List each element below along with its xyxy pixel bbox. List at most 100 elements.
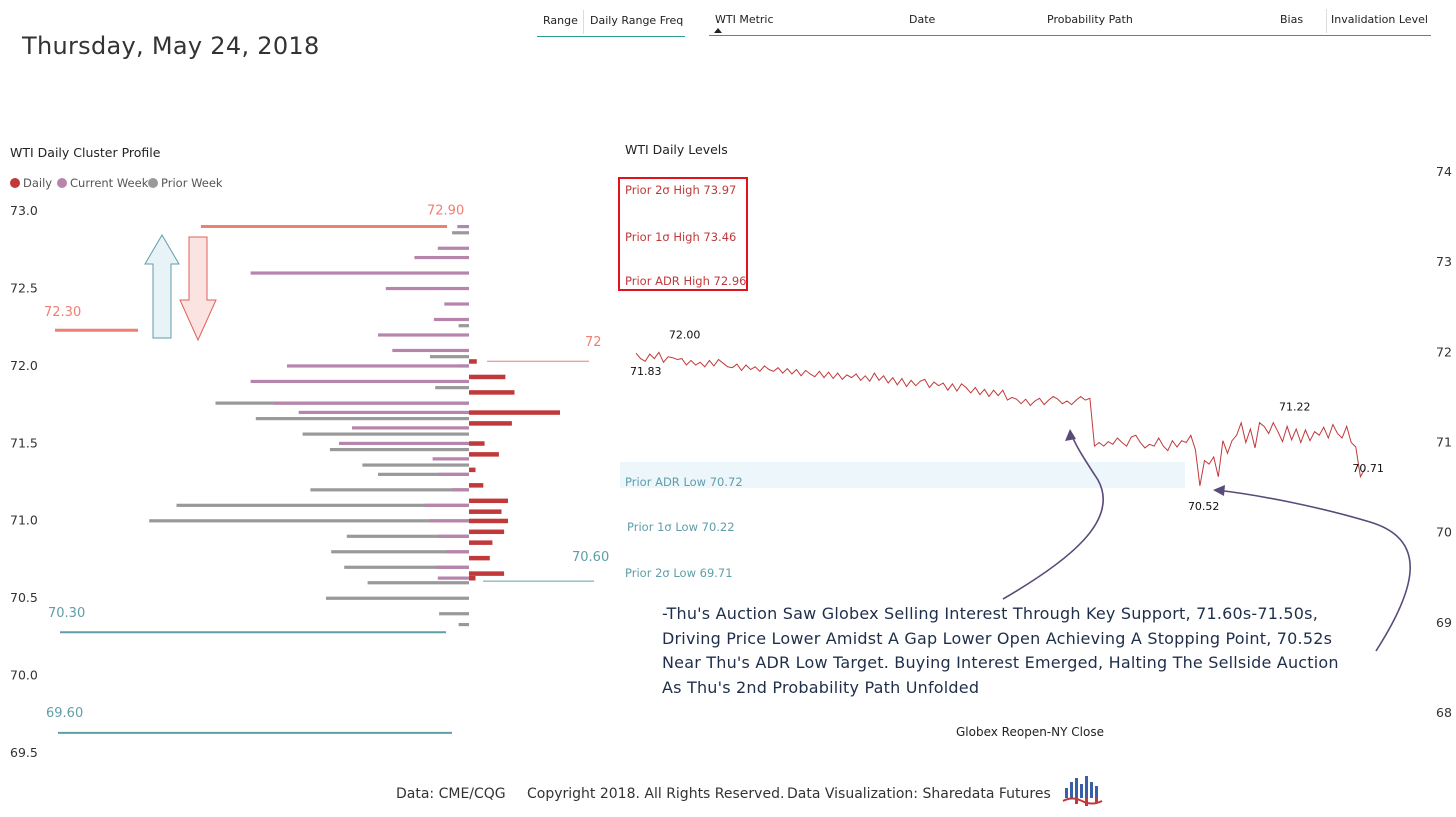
current-week-profile-bar: [414, 255, 469, 260]
reference-level-label: 70.30: [48, 606, 85, 621]
header-metric-underline: [709, 35, 1431, 36]
annotation-line: Driving Price Lower Amidst A Gap Lower O…: [662, 628, 1333, 648]
prior-week-profile-bar: [329, 447, 469, 452]
prior-week-profile-bar: [458, 622, 469, 627]
level-label-prior-1sigma-low: Prior 1σ Low 70.22: [627, 520, 735, 534]
current-week-profile-bar: [432, 457, 469, 461]
daily-profile-bar: [469, 518, 508, 524]
prior-week-profile-bar: [430, 355, 469, 359]
current-week-profile-bar: [452, 488, 469, 492]
level-label-prior-1sigma-high: Prior 1σ High 73.46: [625, 230, 737, 244]
header-daily-range-freq[interactable]: Daily Range Freq: [590, 14, 684, 27]
legend-item-current-week[interactable]: Current Week: [57, 176, 148, 190]
current-week-profile-bar: [392, 348, 469, 353]
daily-levels-title: WTI Daily Levels: [625, 142, 728, 157]
header-range[interactable]: Range: [543, 14, 578, 27]
current-week-profile-bar: [274, 401, 469, 405]
y-tick-label: 73: [1436, 254, 1452, 269]
reference-level-label: 72.30: [44, 305, 81, 320]
y-tick-label: 69.5: [10, 745, 38, 760]
current-week-profile-bar: [437, 576, 469, 580]
prior-week-profile-bar: [452, 231, 469, 235]
annotation-arrow-left: [1002, 430, 1104, 600]
page-title: Thursday, May 24, 2018: [22, 32, 320, 60]
current-week-profile-bar: [385, 286, 469, 291]
annotation-text: -Thu's Auction Saw Globex Selling Intere…: [662, 602, 1382, 700]
y-tick-label: 71.0: [10, 513, 38, 528]
daily-profile-bar: [469, 498, 508, 504]
level-label-prior-adr-high: Prior ADR High 72.96: [625, 274, 747, 288]
prior-week-profile-bar: [326, 596, 469, 600]
cluster-profile-title: WTI Daily Cluster Profile: [10, 145, 161, 160]
y-tick-label: 74: [1436, 164, 1452, 179]
header-wti-metric[interactable]: WTI Metric: [715, 13, 774, 26]
prior-week-profile-bar: [255, 417, 469, 421]
y-tick-label: 70: [1436, 525, 1452, 540]
header-date[interactable]: Date: [909, 13, 936, 26]
level-label-prior-adr-low: Prior ADR Low 70.72: [625, 475, 743, 489]
current-week-profile-bar: [339, 441, 469, 445]
legend-dot-current-week: [57, 178, 67, 188]
current-week-profile-bar: [444, 302, 469, 306]
daily-profile-bar: [469, 452, 499, 457]
header-invalidation-level[interactable]: Invalidation Level: [1331, 13, 1428, 26]
current-week-profile-bar: [446, 550, 469, 554]
legend-item-prior-week[interactable]: Prior Week: [148, 176, 223, 190]
header-separator: [1326, 9, 1327, 33]
current-week-profile-bar: [433, 317, 469, 322]
price-label: 71.22: [1279, 400, 1311, 413]
reference-level-label: 69.60: [46, 706, 83, 721]
y-tick-label: 72.0: [10, 358, 38, 373]
current-week-profile-bar: [437, 534, 469, 538]
adr-low-band: [620, 462, 1185, 488]
current-week-profile-bar: [378, 333, 469, 337]
prior-week-profile-bar: [458, 324, 469, 328]
level-label-prior-2sigma-high: Prior 2σ High 73.97: [625, 183, 737, 197]
price-label: 71.83: [630, 365, 662, 378]
y-tick-label: 69: [1436, 615, 1452, 630]
x-axis-caption: Globex Reopen-NY Close: [956, 725, 1104, 739]
prior-week-profile-bar: [362, 463, 469, 467]
reference-level-label: 72.90: [427, 203, 464, 218]
y-tick-label: 72.5: [10, 280, 38, 295]
daily-profile-bar: [469, 359, 477, 364]
legend-label-daily: Daily: [23, 176, 53, 190]
prior-week-profile-bar: [302, 432, 469, 436]
daily-profile-bar: [469, 467, 476, 473]
prior-week-profile-bar: [310, 488, 469, 492]
y-tick-label: 73.0: [10, 203, 38, 218]
annotation-arrow-right: [1215, 489, 1411, 652]
daily-profile-bar: [469, 441, 485, 446]
header-bias[interactable]: Bias: [1280, 13, 1304, 26]
header-probability-path[interactable]: Probability Path: [1047, 13, 1133, 26]
daily-profile-bar: [469, 529, 505, 535]
cluster-profile-chart: 73.0 72.5 72.0 71.5 71.0 70.5 70.0 69.5 72.90 72…: [10, 203, 609, 760]
current-week-profile-bar: [250, 379, 469, 384]
y-tick-label: 70.5: [10, 590, 38, 605]
y-tick-label: 71.5: [10, 435, 38, 450]
daily-profile-bar: [469, 576, 476, 581]
prior-week-profile-bar: [344, 565, 469, 569]
annotation-line: Near Thu's ADR Low Target. Buying Intere…: [662, 653, 1339, 672]
legend-item-daily[interactable]: Daily: [10, 176, 52, 190]
current-week-profile-bar: [352, 426, 469, 430]
prior-week-profile-bar: [346, 534, 469, 538]
annotation-arrowhead-left: [1065, 429, 1076, 441]
level-label-prior-2sigma-low: Prior 2σ Low 69.71: [625, 566, 733, 580]
prior-week-profile-bar: [378, 472, 469, 476]
header-separator: [583, 10, 584, 34]
price-label: 72.00: [669, 328, 701, 341]
daily-profile-bar: [469, 555, 490, 561]
daily-profile-bar: [469, 374, 506, 380]
sort-ascending-icon[interactable]: [714, 28, 722, 33]
current-week-profile-bar: [287, 364, 469, 368]
footer-credit: Data Visualization: Sharedata Futures: [787, 786, 1051, 802]
annotation-line: -Thu's Auction Saw Globex Selling Intere…: [662, 604, 1319, 623]
current-week-profile-bar: [457, 224, 469, 229]
annotation-line: As Thu's 2nd Probability Path Unfolded: [662, 677, 980, 697]
y-tick-label: 70.0: [10, 668, 38, 683]
prior-week-profile-bar: [367, 581, 469, 585]
daily-profile-bar: [469, 509, 502, 514]
daily-profile-bar: [469, 410, 560, 415]
current-week-profile-bar: [437, 246, 469, 250]
